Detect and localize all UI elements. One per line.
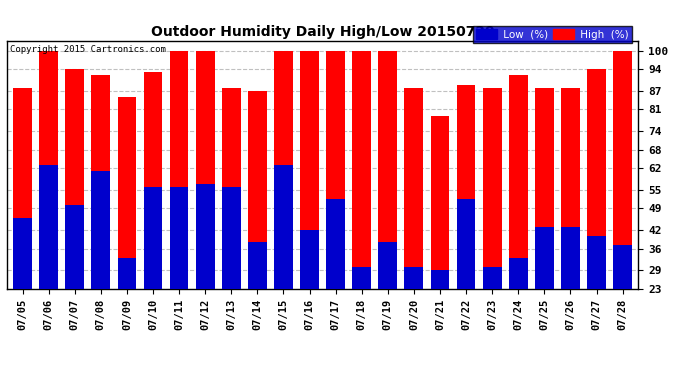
Bar bbox=[300, 230, 319, 289]
Bar bbox=[326, 199, 345, 289]
Bar bbox=[144, 72, 162, 289]
Bar bbox=[404, 88, 423, 289]
Bar bbox=[66, 69, 84, 289]
Bar bbox=[404, 267, 423, 289]
Bar bbox=[483, 88, 502, 289]
Bar bbox=[587, 69, 606, 289]
Bar bbox=[170, 51, 188, 289]
Bar bbox=[378, 242, 397, 289]
Bar bbox=[196, 51, 215, 289]
Bar bbox=[39, 165, 58, 289]
Bar bbox=[117, 97, 137, 289]
Bar bbox=[274, 165, 293, 289]
Bar bbox=[431, 116, 449, 289]
Bar bbox=[248, 242, 267, 289]
Bar bbox=[535, 227, 553, 289]
Bar bbox=[431, 270, 449, 289]
Text: Copyright 2015 Cartronics.com: Copyright 2015 Cartronics.com bbox=[10, 45, 166, 54]
Bar bbox=[222, 88, 241, 289]
Bar bbox=[378, 51, 397, 289]
Bar bbox=[66, 205, 84, 289]
Bar bbox=[13, 88, 32, 289]
Bar bbox=[92, 75, 110, 289]
Bar bbox=[326, 51, 345, 289]
Bar bbox=[170, 187, 188, 289]
Title: Outdoor Humidity Daily High/Low 20150729: Outdoor Humidity Daily High/Low 20150729 bbox=[150, 25, 495, 39]
Bar bbox=[535, 88, 553, 289]
Legend:  Low  (%),  High  (%): Low (%), High (%) bbox=[473, 26, 632, 43]
Bar bbox=[613, 246, 632, 289]
Bar bbox=[196, 184, 215, 289]
Bar bbox=[248, 91, 267, 289]
Bar bbox=[222, 187, 241, 289]
Bar bbox=[144, 187, 162, 289]
Bar bbox=[353, 267, 371, 289]
Bar bbox=[274, 51, 293, 289]
Bar bbox=[457, 199, 475, 289]
Bar bbox=[613, 51, 632, 289]
Bar bbox=[483, 267, 502, 289]
Bar bbox=[561, 88, 580, 289]
Bar bbox=[92, 171, 110, 289]
Bar bbox=[509, 258, 528, 289]
Bar bbox=[13, 217, 32, 289]
Bar bbox=[39, 51, 58, 289]
Bar bbox=[117, 258, 137, 289]
Bar bbox=[353, 51, 371, 289]
Bar bbox=[587, 236, 606, 289]
Bar bbox=[300, 51, 319, 289]
Bar bbox=[457, 85, 475, 289]
Bar bbox=[561, 227, 580, 289]
Bar bbox=[509, 75, 528, 289]
